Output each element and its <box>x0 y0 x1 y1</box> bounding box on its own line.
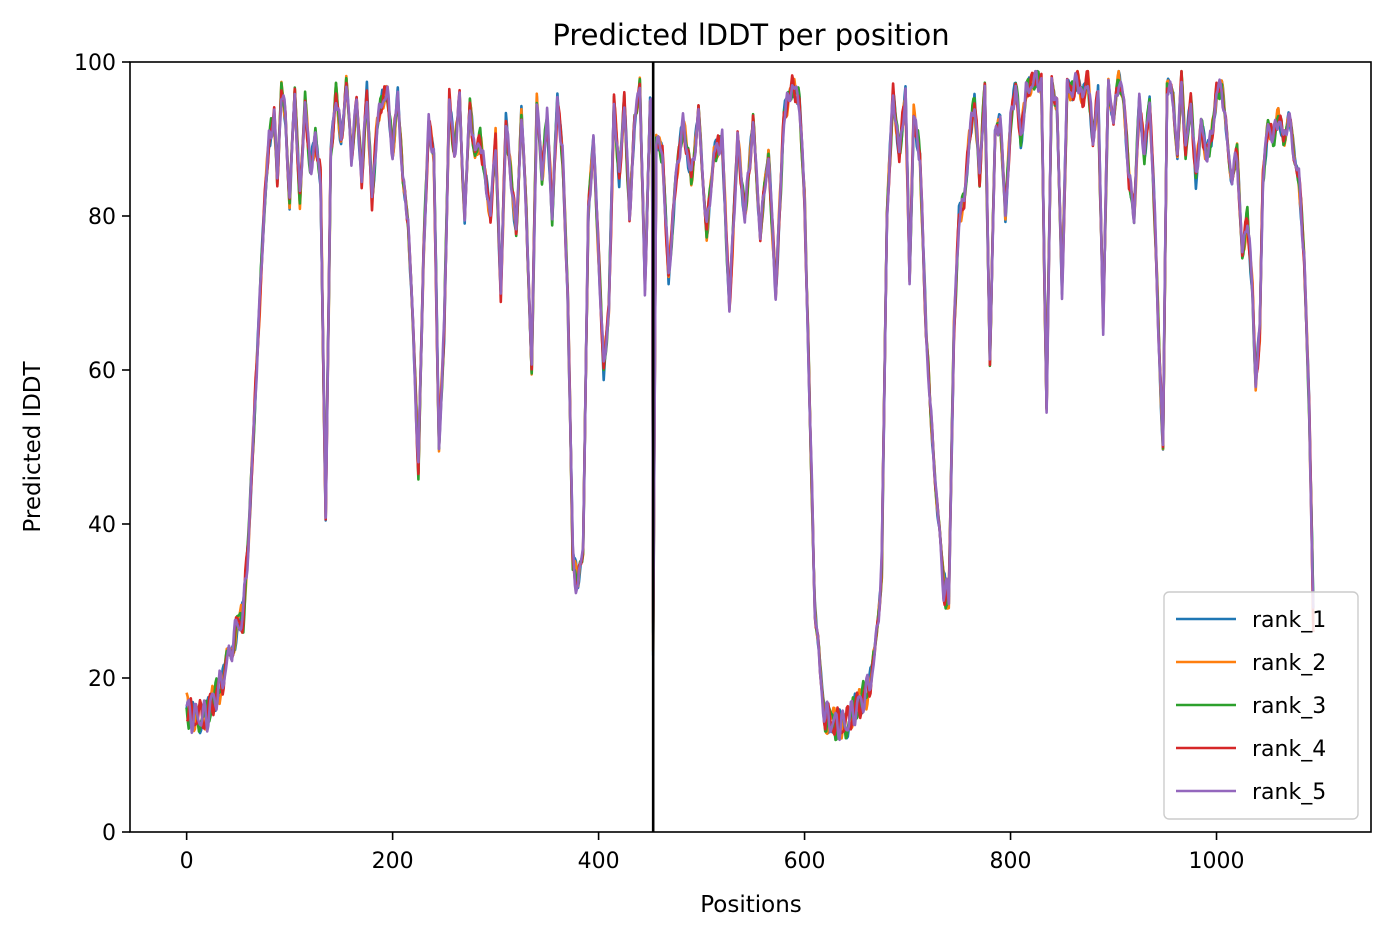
series-layer <box>185 69 1315 742</box>
legend-label-rank_5: rank_5 <box>1252 780 1326 805</box>
legend-label-rank_2: rank_2 <box>1252 651 1326 676</box>
y-tick-label: 40 <box>88 513 116 538</box>
chart-title: Predicted lDDT per position <box>552 18 949 52</box>
legend-label-rank_3: rank_3 <box>1252 694 1326 719</box>
x-axis: 0 200 400 600 800 1000 <box>180 832 1245 874</box>
legend-label-rank_4: rank_4 <box>1252 737 1326 762</box>
x-axis-label: Positions <box>700 892 802 918</box>
x-tick-label: 200 <box>372 849 414 874</box>
x-tick-label: 0 <box>180 849 194 874</box>
y-tick-label: 80 <box>88 205 116 230</box>
y-tick-label: 0 <box>102 821 116 846</box>
x-tick-label: 400 <box>578 849 620 874</box>
x-tick-label: 1000 <box>1189 849 1245 874</box>
x-tick-label: 800 <box>990 849 1032 874</box>
legend: rank_1 rank_2 rank_3 rank_4 rank_5 <box>1163 591 1359 820</box>
legend-label-rank_1: rank_1 <box>1252 608 1326 633</box>
legend-box <box>1163 591 1359 820</box>
y-axis: 0 20 40 60 80 100 <box>74 51 130 846</box>
plot-frame <box>129 61 1372 833</box>
y-tick-label: 100 <box>74 51 116 76</box>
y-tick-label: 60 <box>88 359 116 384</box>
series-line-rank_5 <box>185 69 1315 742</box>
y-tick-label: 20 <box>88 667 116 692</box>
y-axis-label: Predicted lDDT <box>20 360 46 532</box>
x-tick-label: 600 <box>784 849 826 874</box>
